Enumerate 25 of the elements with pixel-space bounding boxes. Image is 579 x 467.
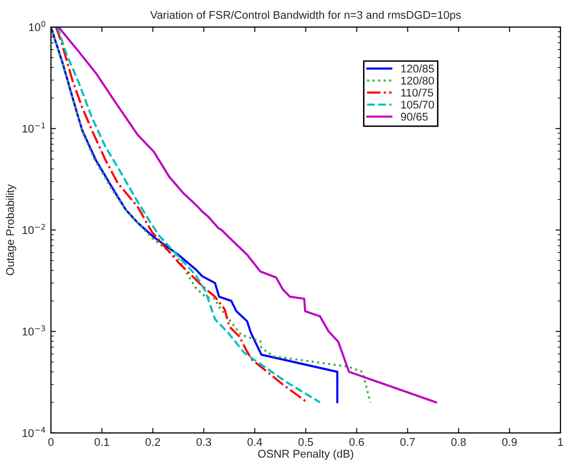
x-tick-label: 1: [558, 438, 564, 446]
legend-label: 110/75: [401, 88, 434, 97]
chart-title: Variation of FSR/Control Bandwidth for n=3 and rmsDGD=10ps: [150, 10, 461, 22]
y-tick-label: 10$^{−4}$: [22, 426, 46, 437]
y-tick-label: 10$^{0}$: [29, 21, 46, 32]
x-tick-label: 0.2: [146, 438, 160, 446]
legend-label: 120/80: [401, 76, 434, 85]
x-tick-label: 0.1: [94, 438, 110, 446]
legend-label: 105/70: [401, 100, 434, 109]
y-axis-title: Outage Probability: [6, 184, 16, 276]
x-tick-label: 0.6: [349, 438, 364, 446]
x-tick-label: 0.3: [196, 438, 212, 446]
y-tick-label: 10$^{−1}$: [22, 122, 45, 133]
line-series: [58, 27, 438, 404]
x-tick-label: 0.4: [247, 438, 262, 446]
y-tick-label: 10$^{−3}$: [22, 325, 46, 336]
x-tick-label: 0: [48, 438, 54, 446]
legend-label: 120/85: [401, 64, 434, 73]
y-tick-label: 10$^{−2}$: [22, 224, 45, 234]
x-tick-label: 0.9: [502, 438, 517, 446]
legend-label: 90/65: [400, 112, 428, 121]
x-tick-label: 0.8: [451, 438, 466, 446]
x-tick-label: 0.5: [298, 438, 313, 446]
x-tick-label: 0.7: [400, 438, 415, 446]
x-axis-title: OSNR Penalty (dB): [258, 450, 354, 460]
